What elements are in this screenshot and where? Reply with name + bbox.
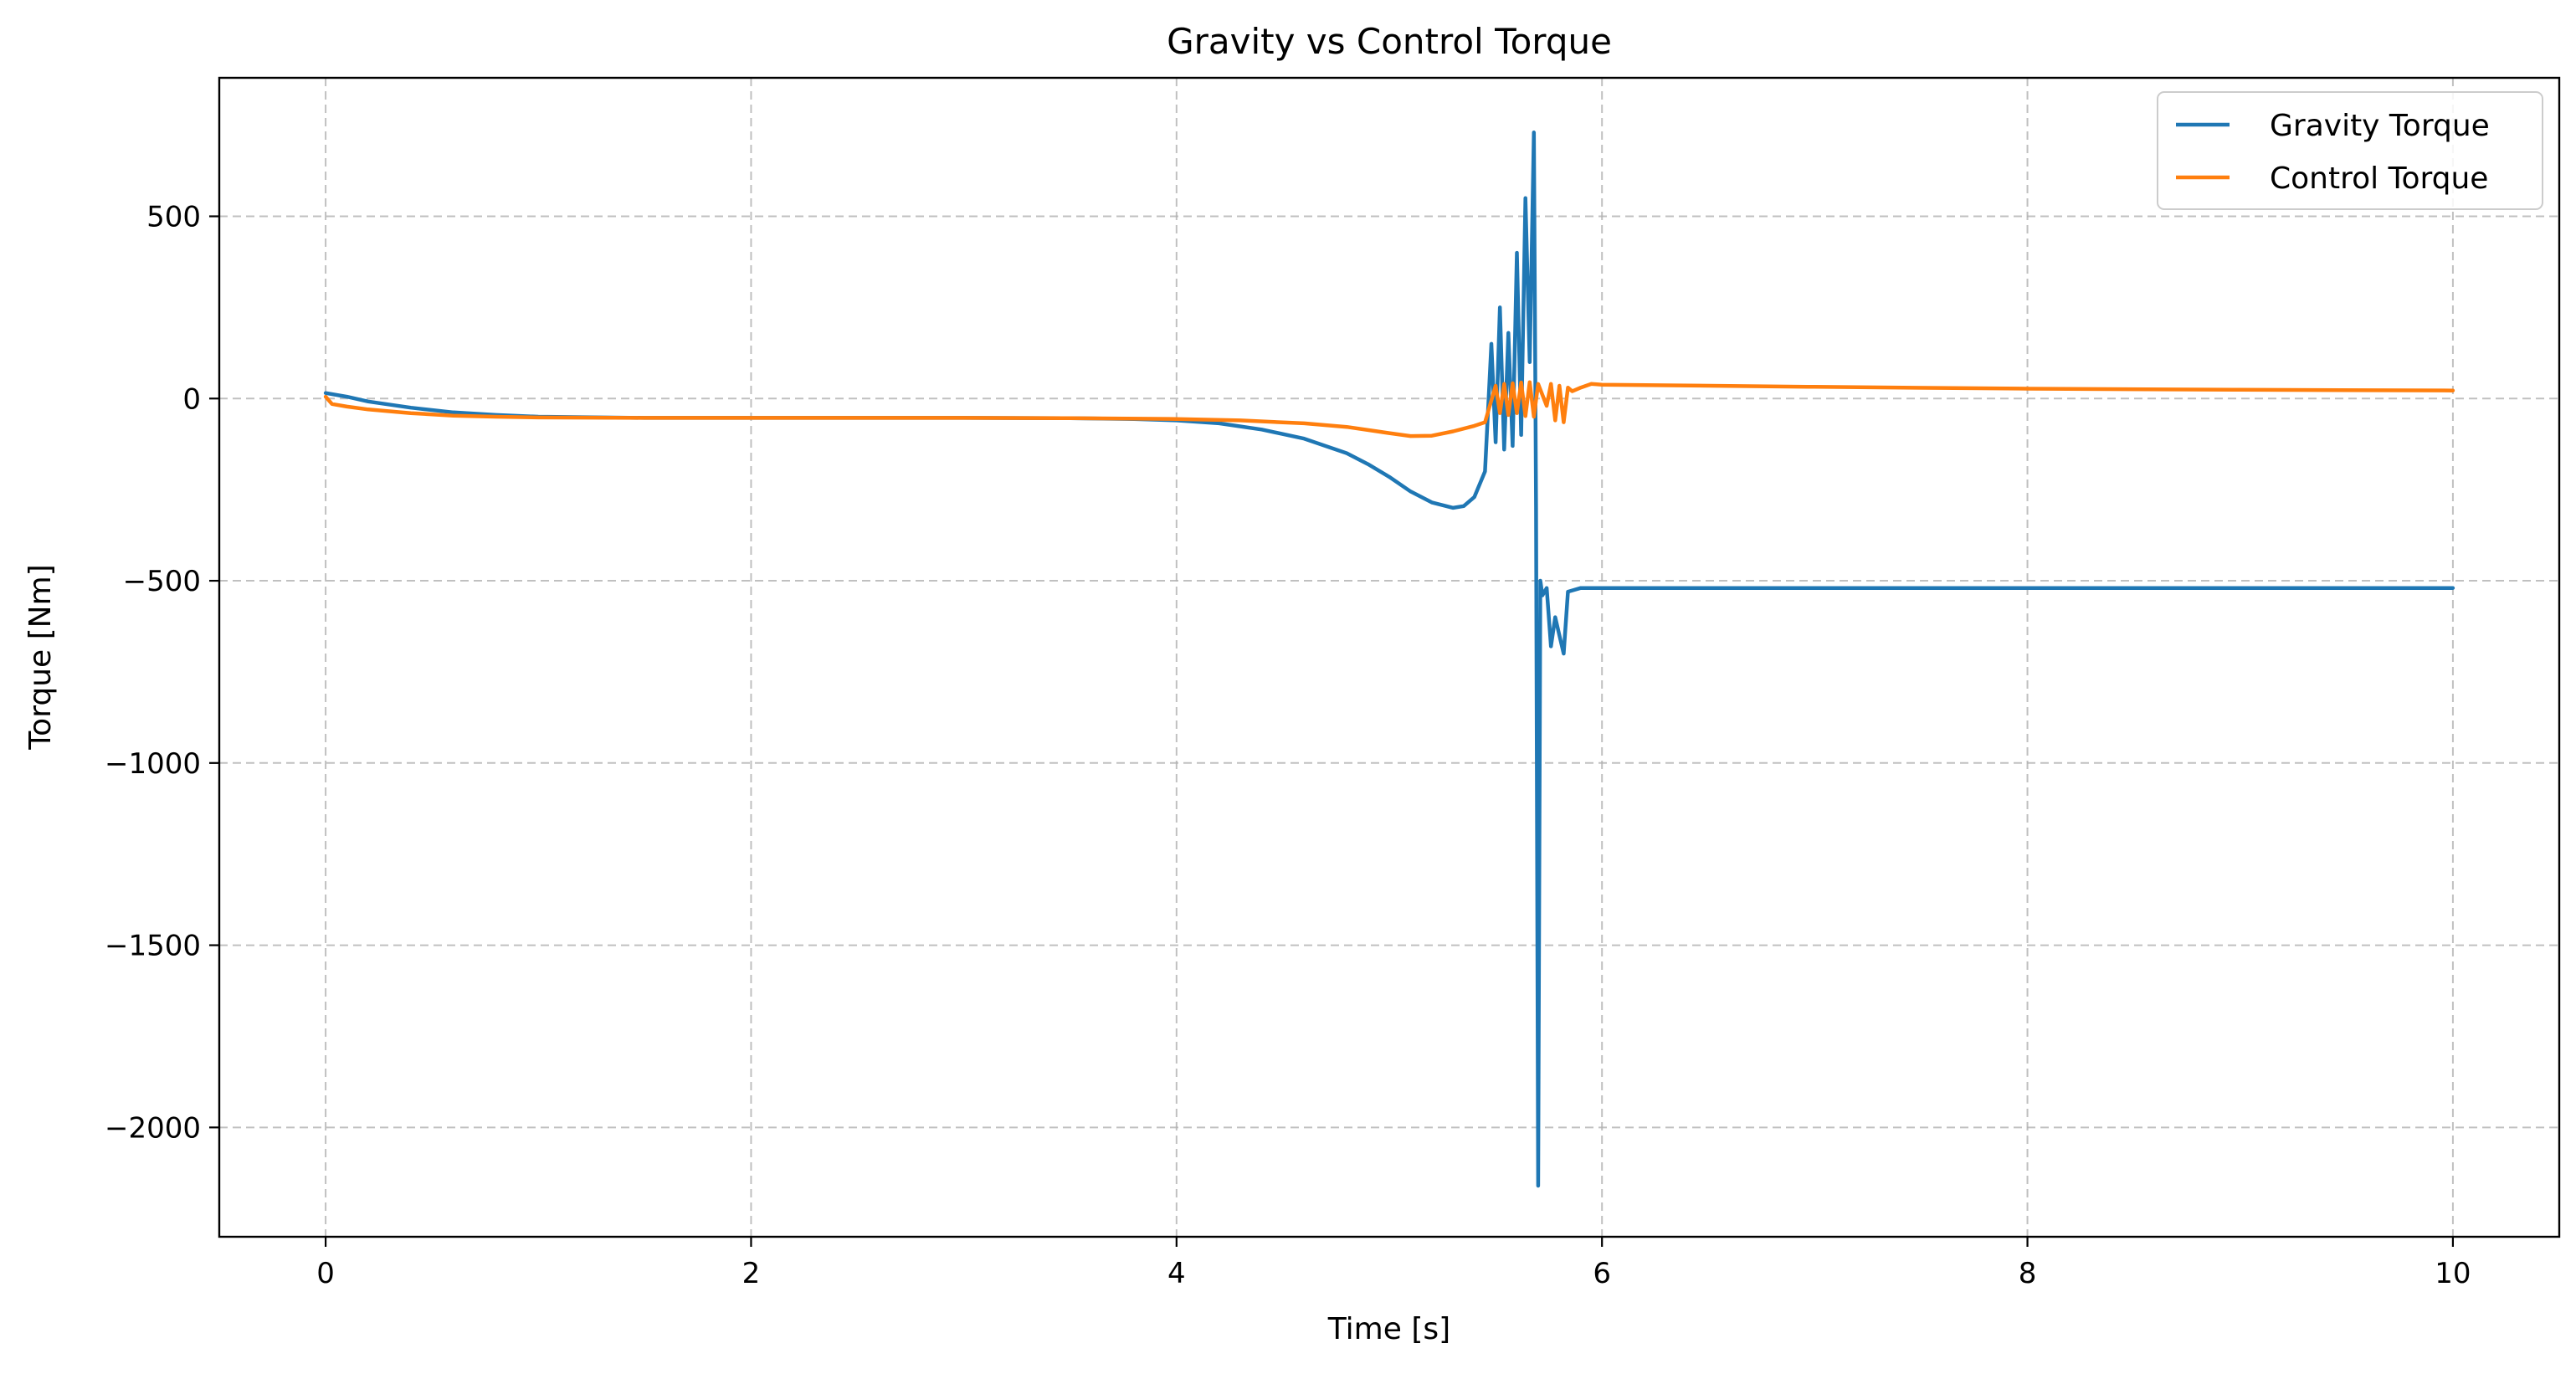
series-lines [323,131,2455,1188]
y-tick-label: 0 [182,382,201,416]
y-tick-label: −1500 [105,930,201,963]
chart-title: Gravity vs Control Torque [1167,21,1612,62]
y-tick-label: −2000 [105,1111,201,1145]
x-tick-label: 8 [2019,1257,2037,1290]
y-tick-label: 500 [146,201,201,234]
y-tick-label: −500 [123,565,201,598]
x-tick-label: 6 [1593,1257,1611,1290]
axis-ticks: 0 2 4 6 8 10 500 0 −500 −1000 −1500 −2000 [105,201,2471,1290]
legend-box [2157,91,2543,210]
plot-frame [218,76,2561,1238]
grid [219,78,2559,1237]
x-axis-label: Time [s] [1327,1312,1450,1346]
x-tick-label: 0 [316,1257,335,1290]
y-axis-label: Torque [Nm] [23,564,58,750]
x-tick-label: 4 [1167,1257,1186,1290]
legend-label-gravity: Gravity Torque [2270,109,2490,143]
legend-label-control: Control Torque [2270,161,2488,196]
x-tick-label: 10 [2435,1257,2471,1290]
legend: Gravity Torque Control Torque [2157,91,2543,210]
y-tick-label: −1000 [105,747,201,781]
x-tick-label: 2 [742,1257,761,1290]
series-line-control-torque [323,380,2455,438]
